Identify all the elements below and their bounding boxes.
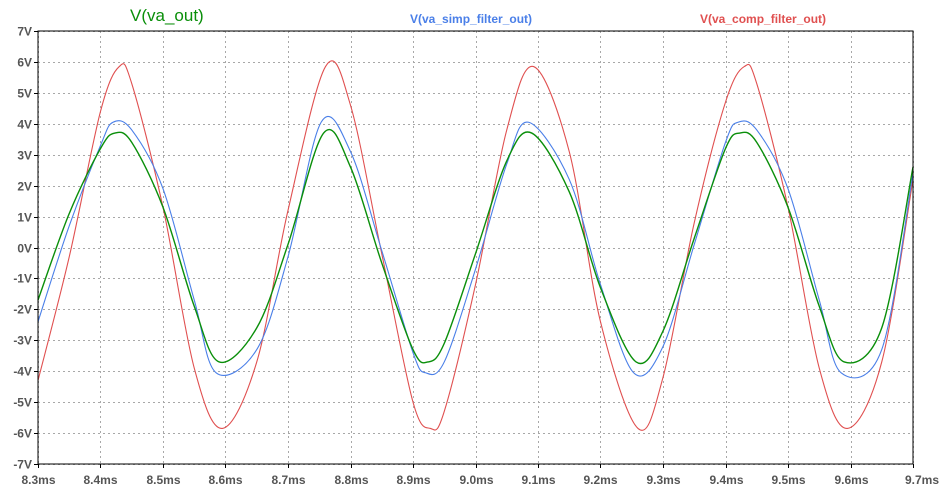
y-tick-label: 2V [17,180,32,194]
x-tick-label: 9.0ms [459,473,493,487]
y-tick-label: 1V [17,211,32,225]
y-tick-label: -3V [13,334,32,348]
y-tick-label: -7V [13,458,32,472]
x-tick-label: 9.3ms [646,473,680,487]
x-tick-label: 8.3ms [21,473,55,487]
y-tick-label: -5V [13,396,32,410]
x-tick-label: 9.6ms [834,473,868,487]
y-tick-labels: 7V 6V 5V 4V 3V 2V 1V 0V -1V -2V -3V -4V -5V -6V -7V [13,25,32,472]
y-tick-label: 4V [17,118,32,132]
x-tick-label: 8.9ms [396,473,430,487]
x-tick-label: 8.6ms [208,473,242,487]
x-tick-label: 8.5ms [146,473,180,487]
series-line-va-out [37,128,914,365]
x-tick-label: 9.7ms [905,473,939,487]
x-tick-label: 9.2ms [583,473,617,487]
x-tick-label: 8.7ms [271,473,305,487]
x-tick-label: 9.4ms [709,473,743,487]
x-tick-labels: 8.3ms 8.4ms 8.5ms 8.6ms 8.7ms 8.8ms 8.9ms 9.0ms… [21,473,939,487]
x-tick-label: 9.1ms [521,473,555,487]
series-line-va-simp-filter-out [37,115,914,379]
plot-frame [37,30,914,465]
y-tick-label: -4V [13,365,32,379]
legend-va-simp-filter-out: V(va_simp_filter_out) [410,12,533,26]
series-lines [37,60,914,431]
series-line-va-comp-filter-out [37,60,914,431]
legend-va-comp-filter-out: V(va_comp_filter_out) [700,12,827,26]
x-tick-label: 9.5ms [771,473,805,487]
y-tick-label: -2V [13,303,32,317]
y-tick-label: -6V [13,427,32,441]
tick-marks [34,31,914,468]
y-tick-label: 7V [17,25,32,39]
y-tick-label: 0V [17,242,32,256]
legend-va-out: V(va_out) [130,6,204,25]
y-tick-label: 3V [17,149,32,163]
y-tick-label: 5V [17,87,32,101]
y-tick-label: 6V [17,56,32,70]
y-tick-label: -1V [13,272,32,286]
plot-background [38,31,913,464]
x-tick-label: 8.4ms [83,473,117,487]
x-tick-label: 8.8ms [334,473,368,487]
